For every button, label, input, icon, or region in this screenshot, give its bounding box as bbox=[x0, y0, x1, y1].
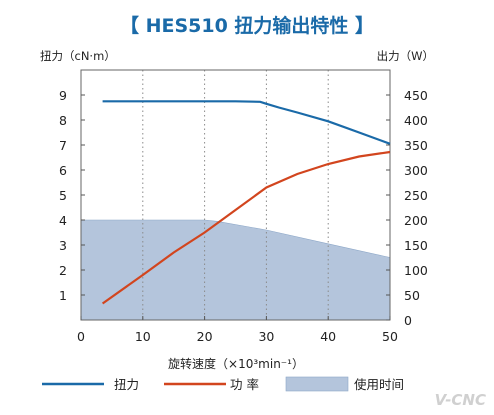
y-left-tick-label-7: 8 bbox=[59, 113, 67, 128]
x-tick-label-1: 10 bbox=[135, 329, 151, 344]
y-left-tick-label-3: 4 bbox=[59, 213, 67, 228]
torque-line bbox=[102, 100, 391, 145]
y-right-tick-label-1: 50 bbox=[404, 288, 420, 303]
y-left-tick-label-1: 2 bbox=[59, 263, 67, 278]
legend: 扭力 功 率 使用时间 bbox=[42, 376, 404, 392]
y-left-tick-label-5: 6 bbox=[59, 163, 67, 178]
x-tick-label-5: 50 bbox=[382, 329, 398, 344]
y-right-axis-ticks: 0 50 100 150 200 250 300 350 400 450 bbox=[386, 88, 428, 328]
y-left-axis-title: 扭力（cN·m） bbox=[40, 49, 116, 63]
x-tick-label-3: 30 bbox=[258, 329, 274, 344]
legend-power-label: 功 率 bbox=[230, 377, 259, 392]
y-right-tick-label-4: 200 bbox=[404, 213, 428, 228]
watermark: V-CNC bbox=[435, 391, 486, 409]
y-right-tick-label-8: 400 bbox=[404, 113, 428, 128]
x-tick-label-4: 40 bbox=[320, 329, 336, 344]
legend-torque-label: 扭力 bbox=[114, 377, 139, 392]
x-axis-ticks: 0 10 20 30 40 50 bbox=[77, 316, 398, 344]
x-tick-label-0: 0 bbox=[77, 329, 85, 344]
legend-usage-label: 使用时间 bbox=[354, 377, 404, 392]
y-right-axis-title: 出力（W） bbox=[377, 49, 434, 63]
x-axis-title: 旋转速度（×10³min⁻¹） bbox=[168, 356, 304, 371]
usage-area bbox=[80, 219, 391, 321]
y-left-tick-label-4: 5 bbox=[59, 188, 67, 203]
y-right-tick-label-2: 100 bbox=[404, 263, 428, 278]
chart-title: 【 HES510 扭力输出特性 】 bbox=[120, 14, 374, 37]
x-tick-label-2: 20 bbox=[197, 329, 213, 344]
y-right-tick-label-6: 300 bbox=[404, 163, 428, 178]
y-left-axis-ticks: 1 2 3 4 5 6 7 8 9 bbox=[59, 88, 85, 303]
y-right-tick-label-0: 0 bbox=[404, 313, 412, 328]
y-left-tick-label-6: 7 bbox=[59, 138, 67, 153]
y-right-tick-label-3: 150 bbox=[404, 238, 428, 253]
y-left-tick-label-2: 3 bbox=[59, 238, 67, 253]
y-right-tick-label-5: 250 bbox=[404, 188, 428, 203]
y-left-tick-label-8: 9 bbox=[59, 88, 67, 103]
y-right-tick-label-9: 450 bbox=[404, 88, 428, 103]
y-right-tick-label-7: 350 bbox=[404, 138, 428, 153]
y-left-tick-label-0: 1 bbox=[59, 288, 67, 303]
power-line bbox=[101, 150, 391, 305]
legend-usage-swatch bbox=[285, 376, 349, 392]
grid bbox=[142, 70, 329, 320]
